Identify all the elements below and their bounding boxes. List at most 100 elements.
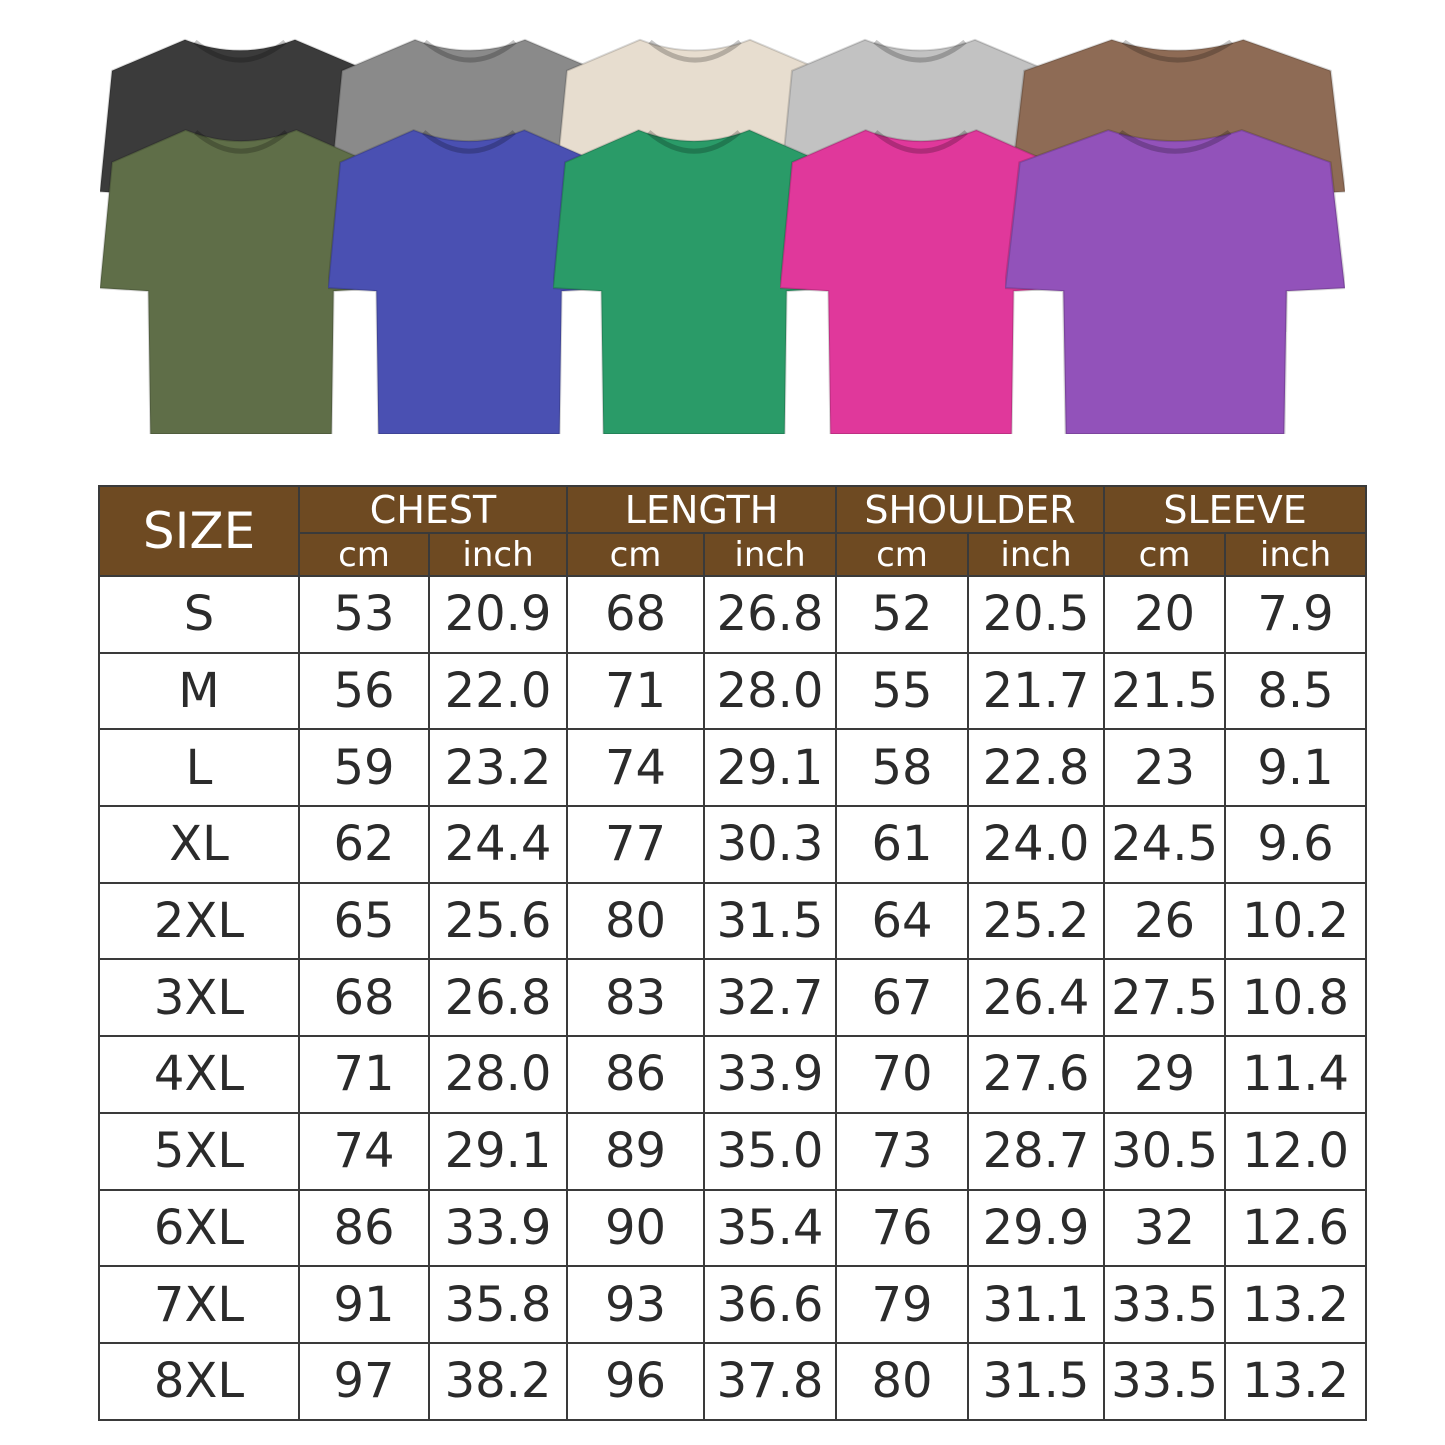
measurement-cell: 23 (1103, 728, 1227, 808)
size-cell: 8XL (98, 1341, 300, 1421)
size-cell: 3XL (98, 958, 300, 1038)
table-row: 5XL 74 29.1 89 35.0 73 28.7 30.5 12.0 (98, 1111, 1368, 1191)
measurement-cell: 89 (566, 1111, 706, 1191)
measurement-cell: 20 (1103, 575, 1227, 654)
measurement-cell: 26.8 (703, 575, 838, 654)
measurement-cell: 12.0 (1224, 1111, 1368, 1191)
measurement-cell: 20.5 (967, 575, 1106, 654)
measurement-cell: 58 (835, 728, 970, 808)
measurement-cell: 30.3 (703, 805, 838, 884)
measurement-cell: 68 (298, 958, 430, 1038)
measurement-cell: 73 (835, 1111, 970, 1191)
measurement-cell: 71 (566, 651, 706, 731)
measurement-cell: 21.7 (967, 651, 1106, 731)
measurement-cell: 24.0 (967, 805, 1106, 884)
measurement-cell: 8.5 (1224, 651, 1368, 731)
measurement-cell: 77 (566, 805, 706, 884)
tshirt-front-3 (553, 122, 835, 434)
table-row: L 59 23.2 74 29.1 58 22.8 23 9.1 (98, 728, 1368, 808)
unit-inch: inch (703, 532, 838, 577)
measurement-cell: 53 (298, 575, 430, 654)
size-cell: 6XL (98, 1188, 300, 1268)
measurement-cell: 29.1 (427, 1111, 569, 1191)
table-row: 3XL 68 26.8 83 32.7 67 26.4 27.5 10.8 (98, 958, 1368, 1038)
tshirt-front-4 (780, 122, 1062, 434)
measurement-cell: 22.0 (427, 651, 569, 731)
size-cell: XL (98, 805, 300, 884)
unit-inch: inch (427, 532, 569, 577)
measurement-cell: 13.2 (1224, 1265, 1368, 1344)
measurement-cell: 59 (298, 728, 430, 808)
size-cell: 2XL (98, 881, 300, 961)
table-row: 7XL 91 35.8 93 36.6 79 31.1 33.5 13.2 (98, 1265, 1368, 1344)
size-chart-table: SIZE CHEST LENGTH SHOULDER SLEEVE cm inch cm inc… (98, 485, 1368, 1421)
measurement-cell: 71 (298, 1035, 430, 1114)
measurement-cell: 7.9 (1224, 575, 1368, 654)
measurement-cell: 93 (566, 1265, 706, 1344)
tshirt-front-1 (100, 122, 382, 434)
measurement-cell: 28.7 (967, 1111, 1106, 1191)
tshirt-front-5 (1005, 122, 1345, 434)
measurement-cell: 80 (566, 881, 706, 961)
measurement-cell: 70 (835, 1035, 970, 1114)
measurement-cell: 33.9 (703, 1035, 838, 1114)
measurement-cell: 67 (835, 958, 970, 1038)
measurement-cell: 65 (298, 881, 430, 961)
measurement-cell: 20.9 (427, 575, 569, 654)
measurement-cell: 23.2 (427, 728, 569, 808)
measurement-cell: 86 (298, 1188, 430, 1268)
header-chest: CHEST (297, 485, 569, 534)
size-cell: 5XL (98, 1111, 300, 1191)
measurement-cell: 24.4 (427, 805, 569, 884)
header-sleeve: SLEEVE (1103, 485, 1368, 534)
measurement-cell: 30.5 (1103, 1111, 1227, 1191)
measurement-cell: 33.9 (427, 1188, 569, 1268)
measurement-cell: 31.5 (967, 1341, 1106, 1421)
unit-cm: cm (835, 532, 970, 577)
table-row: 6XL 86 33.9 90 35.4 76 29.9 32 12.6 (98, 1188, 1368, 1268)
measurement-cell: 80 (835, 1341, 970, 1421)
measurement-cell: 26 (1103, 881, 1227, 961)
size-cell: L (98, 728, 300, 808)
header-length: LENGTH (566, 485, 838, 534)
measurement-cell: 55 (835, 651, 970, 731)
measurement-cell: 68 (566, 575, 706, 654)
measurement-cell: 35.8 (427, 1265, 569, 1344)
measurement-cell: 62 (298, 805, 430, 884)
measurement-cell: 25.6 (427, 881, 569, 961)
unit-cm: cm (566, 532, 706, 577)
measurement-cell: 32.7 (703, 958, 838, 1038)
measurement-cell: 96 (566, 1341, 706, 1421)
table-row: 2XL 65 25.6 80 31.5 64 25.2 26 10.2 (98, 881, 1368, 961)
measurement-cell: 74 (298, 1111, 430, 1191)
measurement-cell: 29.9 (967, 1188, 1106, 1268)
size-cell: 7XL (98, 1265, 300, 1344)
measurement-cell: 35.0 (703, 1111, 838, 1191)
table-row: S 53 20.9 68 26.8 52 20.5 20 7.9 (98, 575, 1368, 654)
measurement-cell: 52 (835, 575, 970, 654)
measurement-cell: 22.8 (967, 728, 1106, 808)
measurement-cell: 90 (566, 1188, 706, 1268)
measurement-cell: 10.2 (1224, 881, 1368, 961)
measurement-cell: 37.8 (703, 1341, 838, 1421)
measurement-cell: 26.4 (967, 958, 1106, 1038)
measurement-cell: 38.2 (427, 1341, 569, 1421)
measurement-cell: 13.2 (1224, 1341, 1368, 1421)
measurement-cell: 10.8 (1224, 958, 1368, 1038)
tshirt-front-2 (328, 122, 610, 434)
measurement-cell: 27.6 (967, 1035, 1106, 1114)
measurement-cell: 11.4 (1224, 1035, 1368, 1114)
measurement-cell: 86 (566, 1035, 706, 1114)
measurement-cell: 31.5 (703, 881, 838, 961)
measurement-cell: 91 (298, 1265, 430, 1344)
size-cell: M (98, 651, 300, 731)
measurement-cell: 76 (835, 1188, 970, 1268)
measurement-cell: 56 (298, 651, 430, 731)
measurement-cell: 97 (298, 1341, 430, 1421)
measurement-cell: 24.5 (1103, 805, 1227, 884)
measurement-cell: 29 (1103, 1035, 1227, 1114)
unit-inch: inch (967, 532, 1106, 577)
size-header: SIZE (98, 485, 300, 577)
measurement-cell: 21.5 (1103, 651, 1227, 731)
table-row: M 56 22.0 71 28.0 55 21.7 21.5 8.5 (98, 651, 1368, 731)
